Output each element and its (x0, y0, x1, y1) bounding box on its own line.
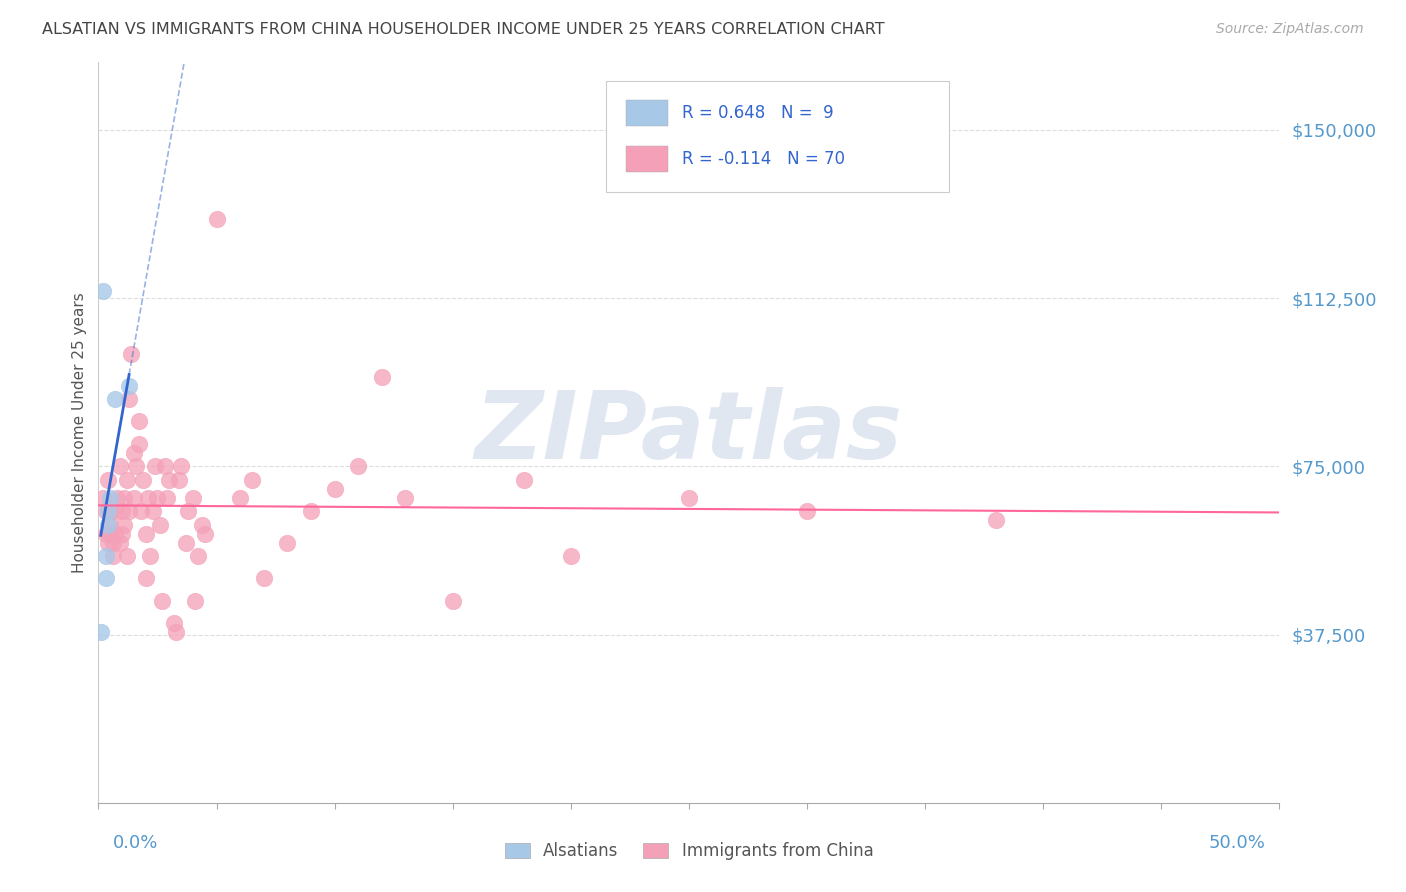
Point (98, 517, 121, 532)
Point (984, 513, 1007, 527)
Point (276, 535, 298, 549)
Point (122, 491, 145, 505)
Point (101, 535, 124, 549)
Y-axis label: Householder Income Under 25 years: Householder Income Under 25 years (72, 293, 87, 573)
Point (181, 491, 204, 505)
Point (157, 473, 180, 487)
Point (128, 414, 150, 428)
Point (184, 594, 207, 608)
Point (560, 549, 582, 563)
Point (150, 594, 173, 608)
Point (194, 526, 217, 541)
Point (167, 473, 190, 487)
Point (229, 491, 252, 505)
Point (101, 549, 124, 563)
Point (118, 378, 141, 392)
Point (115, 473, 138, 487)
Point (98, 504, 121, 518)
Point (187, 549, 209, 563)
Point (125, 459, 148, 474)
Point (94, 571, 117, 585)
Point (129, 504, 152, 518)
Point (91, 285, 114, 299)
Point (97, 473, 120, 487)
Point (796, 504, 818, 518)
Text: 0.0%: 0.0% (112, 834, 157, 852)
Point (143, 459, 166, 474)
Point (177, 504, 200, 518)
Point (132, 473, 155, 487)
Text: R = 0.648   N =  9: R = 0.648 N = 9 (682, 103, 834, 122)
Point (149, 517, 172, 532)
Point (91, 491, 114, 505)
Point (191, 517, 214, 532)
Point (111, 504, 134, 518)
Point (136, 491, 159, 505)
Point (118, 504, 141, 518)
Point (394, 491, 416, 505)
Point (678, 491, 700, 505)
Point (111, 526, 134, 541)
Point (104, 392, 127, 406)
Point (146, 491, 169, 505)
Point (97, 504, 120, 518)
Text: ZIPatlas: ZIPatlas (475, 386, 903, 479)
Point (118, 392, 141, 406)
Bar (626, 145, 668, 171)
Point (174, 535, 197, 549)
Point (121, 347, 143, 361)
Point (170, 459, 193, 474)
Point (97, 535, 120, 549)
Point (153, 459, 176, 474)
Text: R = -0.114   N = 70: R = -0.114 N = 70 (682, 150, 845, 168)
Bar (626, 100, 668, 126)
Point (108, 459, 131, 474)
Point (98, 491, 121, 505)
Point (112, 491, 135, 505)
Point (104, 504, 127, 518)
Point (135, 526, 157, 541)
Point (112, 517, 135, 532)
Point (135, 571, 157, 585)
Point (139, 549, 162, 563)
Point (97, 517, 120, 532)
Text: ALSATIAN VS IMMIGRANTS FROM CHINA HOUSEHOLDER INCOME UNDER 25 YEARS CORRELATION : ALSATIAN VS IMMIGRANTS FROM CHINA HOUSEH… (42, 22, 884, 37)
Point (371, 369, 394, 384)
Point (115, 549, 138, 563)
Point (205, 212, 228, 227)
Point (299, 504, 322, 518)
Point (98, 526, 121, 541)
Point (240, 473, 263, 487)
Point (253, 571, 276, 585)
FancyBboxPatch shape (606, 81, 949, 192)
Point (122, 446, 145, 460)
Point (105, 491, 128, 505)
Point (163, 616, 186, 631)
Text: 50.0%: 50.0% (1209, 834, 1265, 852)
Legend: Alsatians, Immigrants from China: Alsatians, Immigrants from China (496, 834, 882, 869)
Point (94, 549, 117, 563)
Text: Source: ZipAtlas.com: Source: ZipAtlas.com (1216, 22, 1364, 37)
Point (441, 594, 464, 608)
Point (156, 491, 179, 505)
Point (512, 473, 534, 487)
Point (90, 625, 112, 640)
Point (104, 526, 127, 541)
Point (108, 535, 131, 549)
Point (347, 459, 370, 474)
Point (128, 437, 150, 451)
Point (165, 625, 187, 640)
Point (94, 504, 117, 518)
Point (323, 482, 346, 496)
Point (142, 504, 165, 518)
Point (94, 526, 117, 541)
